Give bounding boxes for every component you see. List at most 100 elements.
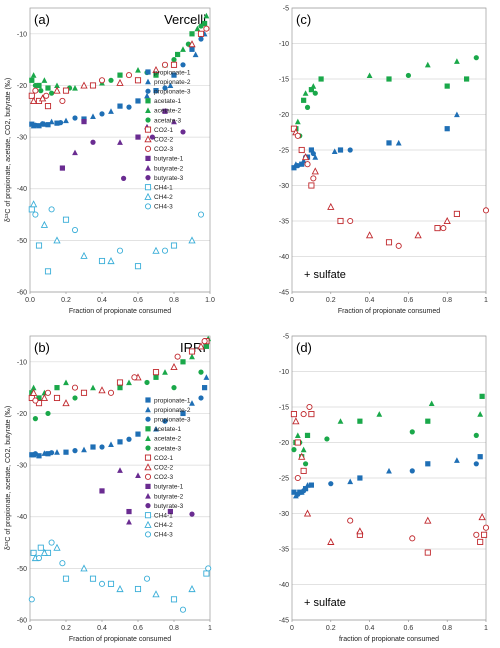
data-point	[291, 447, 297, 453]
data-point	[311, 167, 319, 175]
legend-entry: CH4-3	[154, 204, 173, 211]
data-point	[308, 411, 315, 418]
x-tick-label: 0	[290, 297, 294, 304]
data-point	[167, 82, 174, 89]
series-CH4-1	[30, 544, 210, 603]
legend-marker	[145, 165, 151, 171]
y-tick-label: -45	[279, 290, 289, 297]
series-CO2-1	[28, 30, 205, 110]
data-point	[99, 488, 105, 494]
data-point	[477, 454, 483, 460]
y-tick-label: -20	[17, 411, 27, 418]
data-point	[99, 111, 105, 117]
legend-entry: CH4-1	[154, 185, 173, 192]
data-point	[126, 379, 132, 386]
legend-marker	[145, 107, 151, 113]
legend-marker	[144, 203, 152, 210]
data-point	[294, 118, 301, 125]
series-CO2-2	[29, 40, 196, 104]
series-CO2-3	[32, 338, 208, 404]
data-point	[302, 90, 309, 96]
data-point	[54, 120, 60, 126]
data-point	[29, 77, 35, 83]
data-point	[41, 450, 48, 456]
data-point	[40, 393, 49, 402]
x-tick-label: 0.8	[442, 625, 452, 632]
data-point	[409, 429, 415, 435]
data-point	[62, 575, 70, 582]
data-point	[89, 82, 97, 89]
data-point	[174, 353, 181, 360]
data-point	[188, 40, 196, 48]
data-point	[36, 123, 42, 129]
x-tick-label: 0.8	[169, 297, 179, 304]
data-point	[409, 535, 416, 542]
data-point	[117, 72, 123, 78]
data-point	[180, 129, 186, 135]
data-point	[45, 122, 51, 128]
legend-marker	[145, 503, 151, 509]
data-point	[98, 257, 106, 265]
x-tick-label: 0	[290, 625, 294, 632]
data-point	[198, 23, 204, 29]
data-point	[357, 418, 363, 424]
data-point	[44, 389, 52, 396]
y-tick-label: -25	[279, 476, 289, 483]
data-point	[144, 92, 150, 99]
data-point	[202, 385, 208, 391]
data-point	[45, 451, 51, 457]
data-point	[72, 115, 78, 121]
data-point	[149, 134, 155, 140]
data-point	[134, 585, 142, 593]
data-point	[298, 146, 305, 154]
data-point	[310, 175, 317, 182]
data-point	[171, 57, 177, 63]
data-point	[90, 384, 96, 391]
data-point	[162, 418, 168, 424]
data-point	[167, 508, 173, 515]
x-tick-label: 0.4	[97, 297, 107, 304]
legend: propionate-1 propionate-2 propionate-3 acet…	[144, 69, 191, 211]
data-point	[58, 120, 64, 126]
legend-marker	[145, 435, 151, 441]
data-point	[53, 236, 61, 244]
data-point	[30, 549, 37, 556]
x-tick-label: 0.6	[133, 297, 143, 304]
legend-marker	[144, 512, 152, 519]
data-point	[482, 524, 490, 531]
data-point	[192, 51, 199, 58]
legend-marker	[144, 192, 152, 200]
series-propionate-2	[292, 111, 460, 167]
data-point	[63, 117, 69, 124]
data-point	[454, 111, 460, 118]
data-point	[48, 118, 55, 125]
data-point	[179, 606, 187, 613]
data-point	[424, 61, 431, 68]
data-point	[294, 474, 301, 482]
data-point	[376, 411, 383, 417]
legend-entry: propionate-3	[154, 417, 191, 424]
y-tick-label: -40	[17, 514, 27, 521]
data-point	[300, 157, 307, 164]
data-point	[99, 444, 105, 450]
legend-entry: butyrate-2	[154, 493, 184, 500]
data-point	[135, 472, 141, 479]
data-point	[175, 51, 181, 58]
data-point	[90, 444, 96, 450]
legend-entry: butyrate-1	[154, 156, 184, 163]
data-point	[48, 539, 55, 546]
legend-entry: propionate-2	[154, 79, 191, 86]
panel-label: (c)	[296, 12, 311, 27]
data-point	[36, 395, 42, 401]
data-point	[424, 549, 431, 556]
data-point	[357, 475, 363, 481]
series-CO2-2	[292, 128, 451, 239]
chart-panel-4: -5 -10 -15 -20 -25 -30 -35 -40 -450 0.2 0.4 0.6 0.8 1…	[279, 334, 490, 643]
series-propionate-1	[291, 126, 450, 171]
data-point	[444, 126, 450, 132]
x-tick-label: 0.2	[61, 297, 71, 304]
legend-entry: acetate-3	[154, 445, 181, 452]
legend-entry: CO2-3	[154, 474, 174, 481]
data-point	[302, 486, 309, 492]
y-tick-label: -30	[279, 183, 289, 190]
